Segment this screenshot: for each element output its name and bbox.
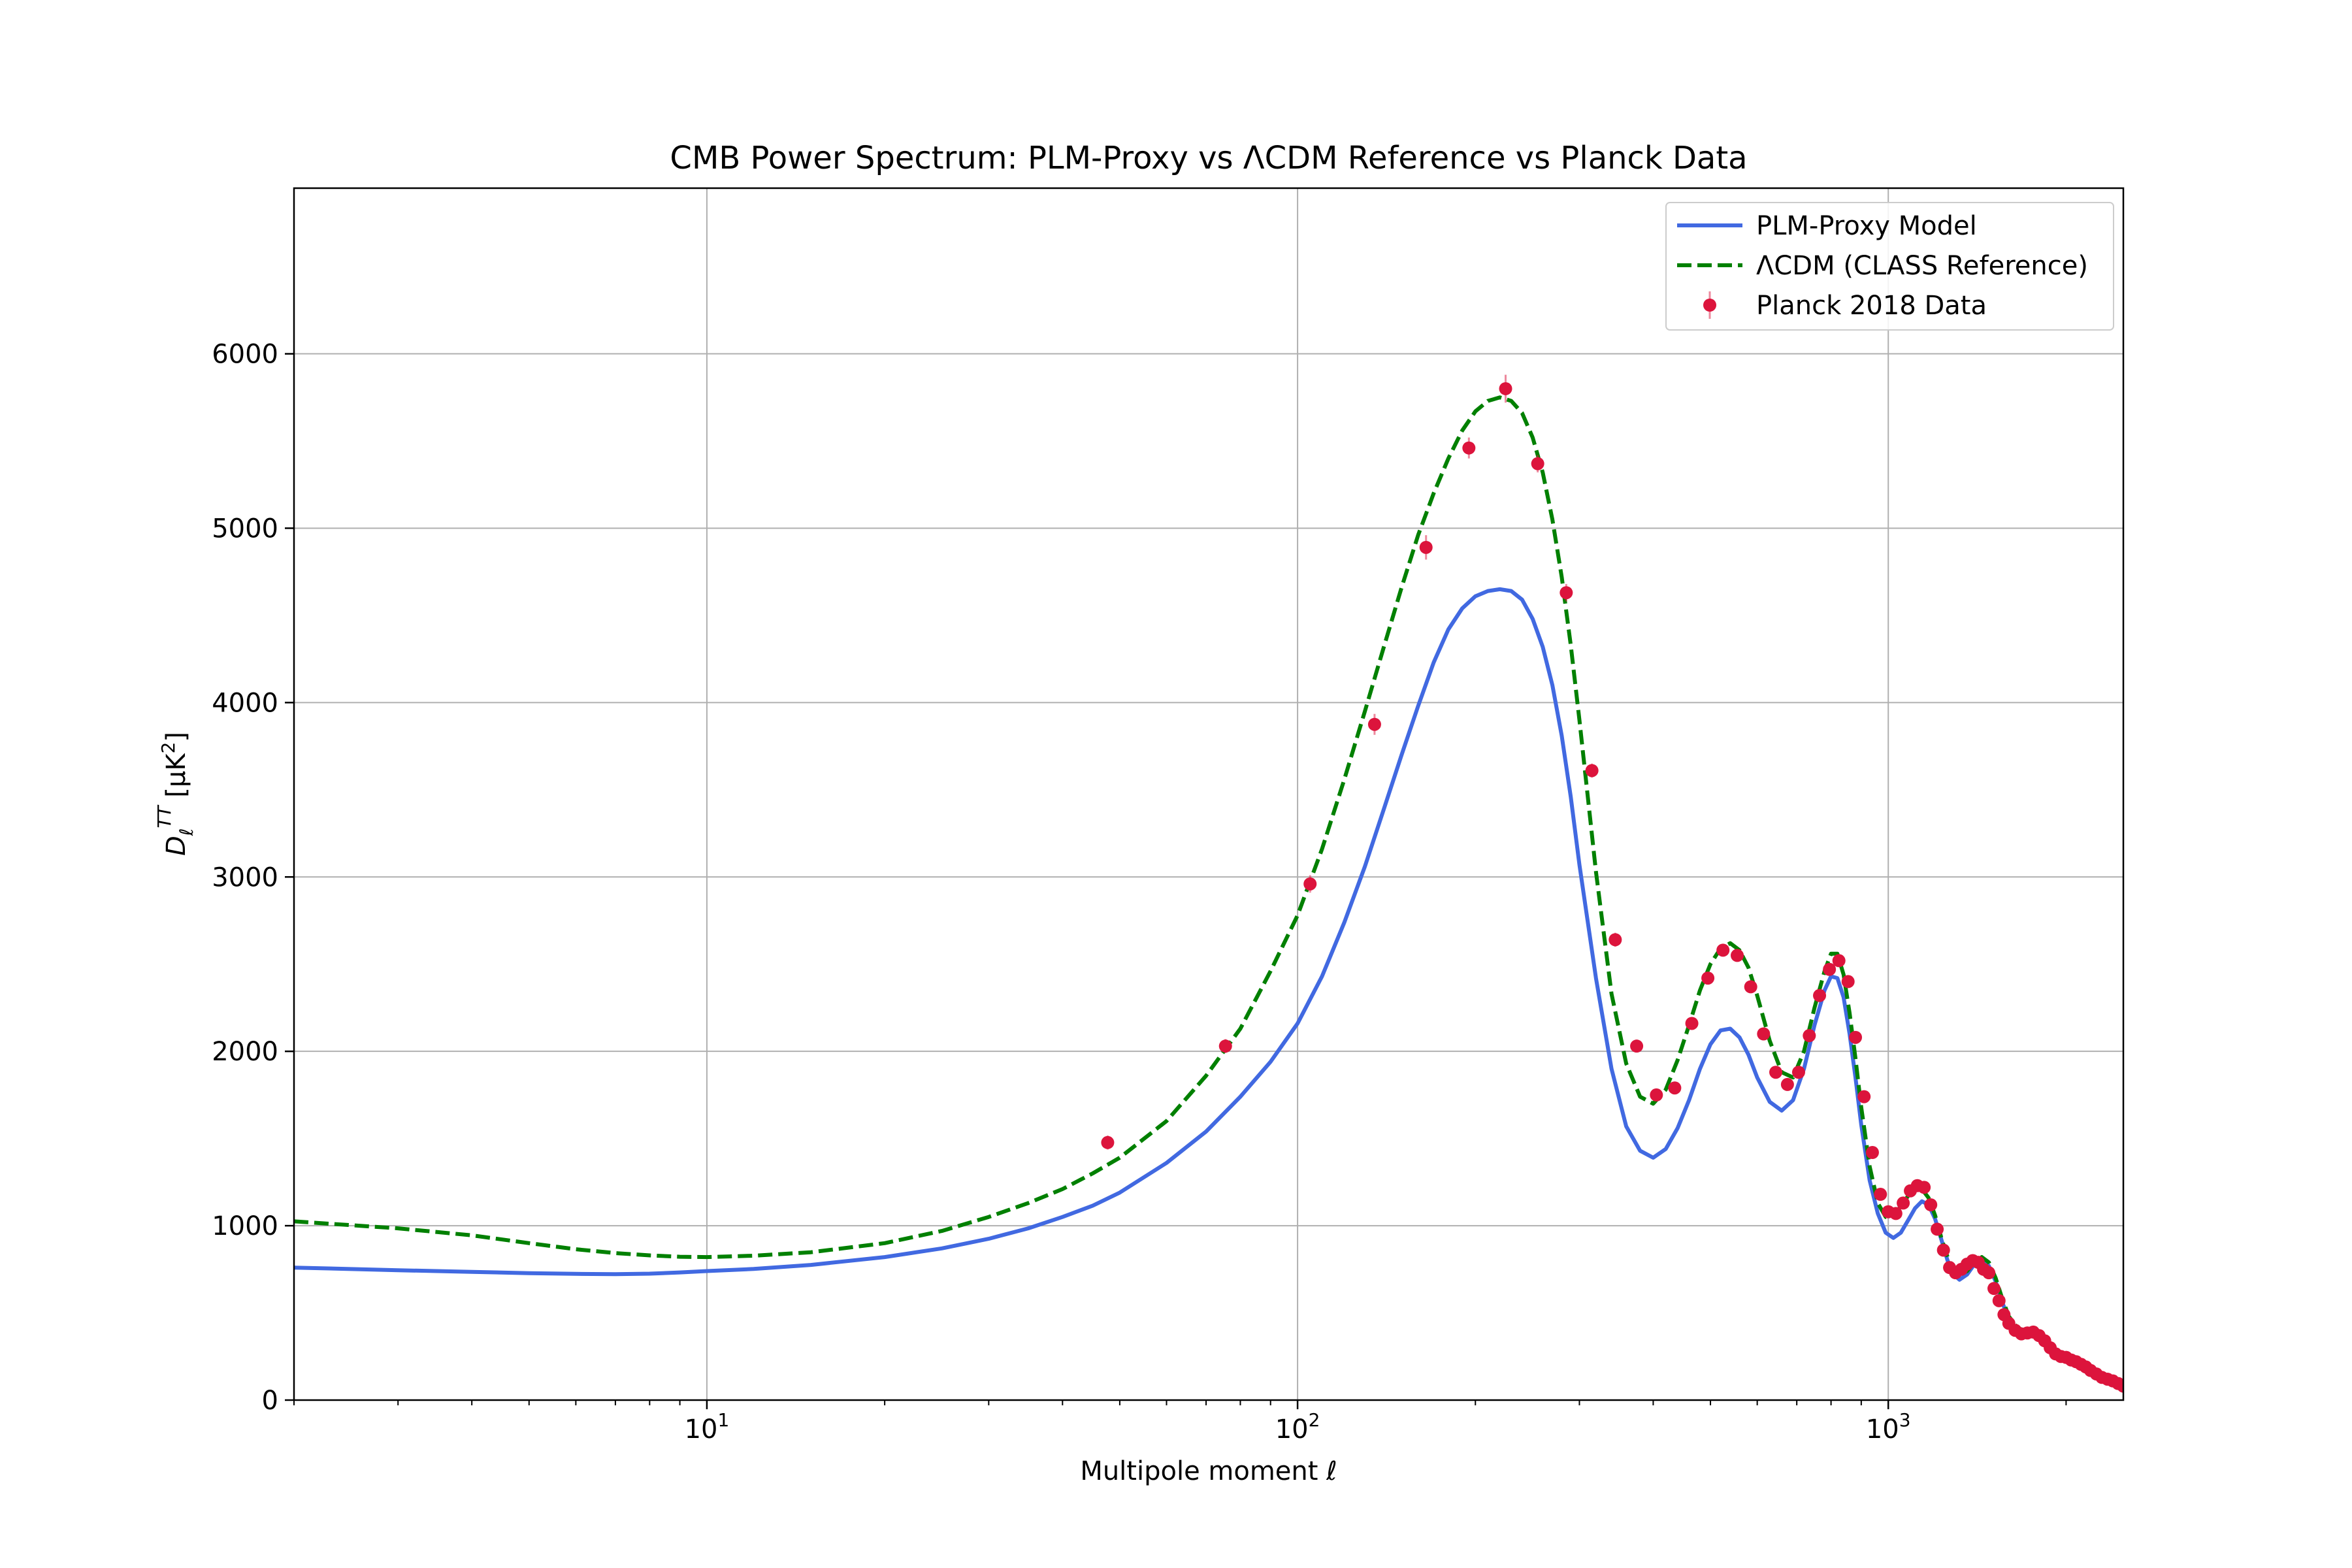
planck-point <box>1791 1066 1805 1079</box>
y-tick-label: 3000 <box>212 862 278 892</box>
planck-point <box>2117 1379 2123 1393</box>
planck-point <box>1918 1181 1931 1194</box>
planck-point <box>1101 1135 1115 1149</box>
planck-point <box>1419 540 1433 554</box>
planck-point <box>1832 954 1846 968</box>
legend-label-plm: PLM-Proxy Model <box>1756 211 1977 241</box>
planck-point <box>1367 717 1381 731</box>
planck-points <box>1101 382 2123 1393</box>
legend-swatch-planck-marker <box>1703 299 1716 312</box>
y-axis-label: DℓTT [μK2] <box>154 732 197 856</box>
planck-point <box>1744 980 1757 994</box>
planck-point <box>1531 457 1544 470</box>
planck-point <box>1780 1077 1794 1091</box>
x-tick-label: 101 <box>685 1409 730 1445</box>
planck-point <box>1630 1039 1644 1053</box>
planck-point <box>1585 764 1599 777</box>
planck-point <box>1731 949 1744 962</box>
planck-point <box>1609 933 1622 947</box>
y-tick-label: 0 <box>262 1386 278 1416</box>
planck-point <box>1668 1081 1682 1095</box>
planck-point <box>1560 586 1573 600</box>
y-axis-ticks: 0 1000 2000 3000 4000 5000 6000 <box>212 340 294 1416</box>
planck-point <box>1303 877 1317 890</box>
planck-point <box>1650 1088 1663 1102</box>
plot-frame <box>293 187 2125 1401</box>
legend-label-planck: Planck 2018 Data <box>1756 291 1987 321</box>
planck-point <box>1982 1266 1996 1280</box>
x-tick-label: 102 <box>1275 1409 1320 1445</box>
planck-point <box>1865 1145 1879 1159</box>
planck-point <box>1813 988 1827 1002</box>
planck-point <box>1716 943 1730 957</box>
x-axis-minor-ticks <box>293 1400 2067 1405</box>
y-tick-label: 2000 <box>212 1037 278 1067</box>
planck-point <box>1924 1198 1938 1212</box>
x-axis-ticks: 101 102 103 <box>685 1400 1911 1445</box>
planck-point <box>1931 1222 1944 1236</box>
planck-point <box>1857 1090 1871 1103</box>
planck-point <box>1936 1243 1950 1257</box>
planck-point <box>1769 1066 1783 1079</box>
y-tick-label: 6000 <box>212 340 278 370</box>
planck-point <box>1841 975 1855 988</box>
x-axis-label: Multipole moment ℓ <box>1080 1456 1337 1486</box>
legend-label-lcdm: ΛCDM (CLASS Reference) <box>1756 251 2088 281</box>
planck-point <box>1701 972 1715 985</box>
planck-point <box>1499 382 1512 395</box>
legend-box <box>1665 202 2114 331</box>
planck-point <box>1823 962 1837 976</box>
planck-point <box>1897 1196 1910 1210</box>
planck-point <box>1992 1294 2006 1307</box>
planck-point <box>1889 1207 1903 1220</box>
y-tick-label: 4000 <box>212 688 278 718</box>
planck-point <box>1803 1029 1816 1043</box>
planck-point <box>1987 1282 2001 1296</box>
planck-point <box>1874 1188 1887 1201</box>
planck-point <box>1462 441 1476 455</box>
planck-point <box>1849 1030 1863 1044</box>
x-gridlines <box>706 188 1889 1400</box>
chart-title: CMB Power Spectrum: PLM-Proxy vs ΛCDM Re… <box>670 140 1747 176</box>
y-tick-label: 5000 <box>212 514 278 544</box>
legend: PLM-Proxy Model ΛCDM (CLASS Reference) P… <box>1665 202 2114 331</box>
y-tick-label: 1000 <box>212 1211 278 1241</box>
planck-point <box>1685 1017 1699 1030</box>
planck-point <box>1218 1039 1232 1053</box>
lcdm-line <box>294 395 2123 1388</box>
planck-point <box>1757 1027 1771 1041</box>
x-tick-label: 103 <box>1866 1409 1911 1445</box>
